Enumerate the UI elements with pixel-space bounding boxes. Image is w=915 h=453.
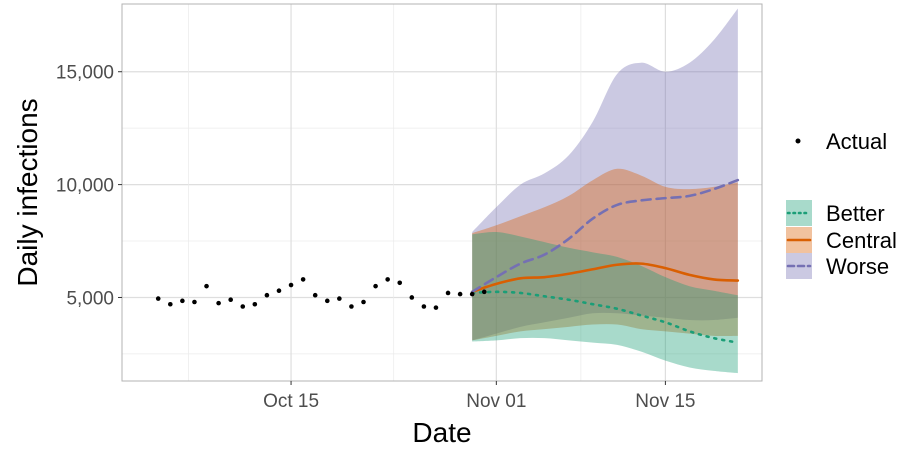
actual-point [445, 290, 451, 296]
x-tick-label: Oct 15 [263, 391, 319, 412]
actual-point [276, 288, 282, 294]
line-worse [470, 178, 740, 294]
actual-point [433, 305, 439, 310]
actual-point [337, 296, 342, 301]
actual-point [180, 298, 185, 304]
actual-point [385, 277, 390, 282]
legend-label-central: Central [826, 228, 897, 253]
x-axis-title: Date [412, 417, 471, 448]
actual-point [300, 277, 306, 282]
band-central [472, 168, 738, 341]
actual-point [192, 299, 197, 305]
actual-point [457, 291, 463, 297]
actual-point [324, 298, 330, 304]
actual-point [397, 280, 403, 286]
actual-point [349, 304, 354, 309]
actual-point [228, 297, 233, 303]
actual-point [421, 304, 427, 309]
actual-point [373, 283, 378, 289]
grid [122, 4, 762, 381]
y-axis-title: Daily infections [12, 98, 43, 286]
confidence-bands [472, 8, 738, 374]
legend-label-actual: Actual [826, 129, 887, 154]
actual-point [312, 292, 318, 298]
actual-point [216, 300, 221, 306]
scenario-lines [470, 178, 740, 344]
x-tick-label: Nov 15 [635, 391, 695, 412]
x-axis-ticks: Oct 15 Nov 01 Nov 15 [263, 381, 695, 412]
actual-point [481, 289, 487, 295]
actual-point [361, 299, 366, 305]
y-axis-ticks: 5,000 10,000 15,000 [56, 63, 122, 309]
band-better [472, 231, 738, 374]
actual-point [264, 292, 270, 298]
plot-panel-border [121, 3, 763, 382]
actual-point [168, 301, 173, 307]
legend-label-better: Better [826, 201, 885, 226]
actual-point [288, 282, 294, 288]
x-tick-label: Nov 01 [466, 391, 526, 412]
actual-point [409, 295, 415, 300]
legend-label-worse: Worse [826, 254, 889, 279]
y-tick-label: 5,000 [66, 288, 114, 309]
y-tick-label: 15,000 [56, 63, 114, 84]
actual-point [155, 296, 161, 301]
legend-key-actual [795, 138, 801, 144]
line-better [470, 290, 740, 344]
actual-points [155, 277, 487, 310]
actual-point [469, 291, 475, 297]
actual-point [252, 301, 258, 307]
actual-point [204, 283, 209, 289]
line-central [470, 262, 740, 294]
actual-point [240, 304, 246, 309]
y-tick-label: 10,000 [56, 176, 114, 197]
